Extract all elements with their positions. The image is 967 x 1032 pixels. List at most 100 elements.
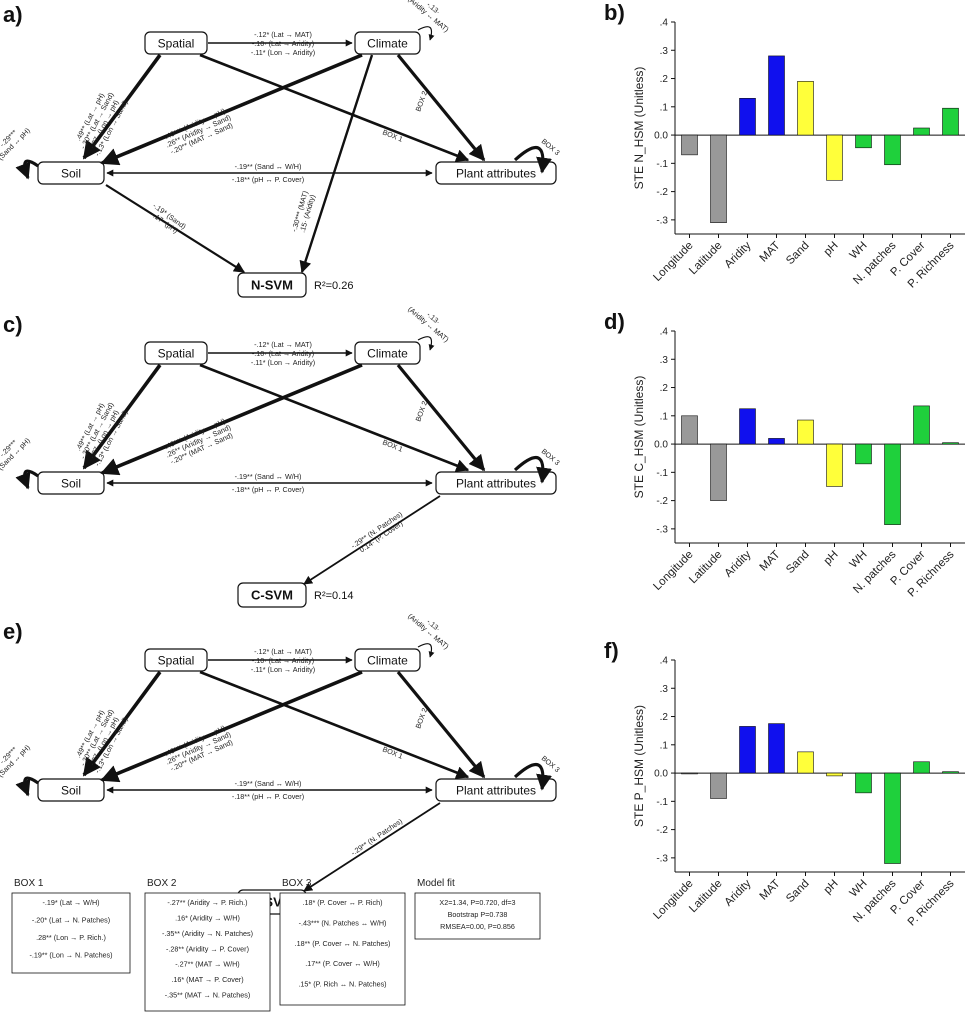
node-climate-frame [354, 341, 421, 365]
bar [768, 55, 785, 136]
label-climate-self: -.13·(Aridity ↔ MAT) [406, 305, 451, 344]
arrow-climate-svm [299, 54, 374, 274]
label-soil-plant-line: -.18** (pH ↔ P. Cover) [232, 485, 304, 494]
x-tick-label: Aridity [723, 548, 754, 579]
legend-boxes: BOX 1 -.19* (Lat → W/H) -.20* (Lat → N. Pa… [11, 878, 541, 1012]
bar [942, 771, 959, 774]
node-climate: Climate [354, 31, 421, 55]
label-soil-plant-line: -.18** (pH ↔ P. Cover) [232, 792, 304, 801]
legend-box-frame [414, 892, 541, 940]
node-spatial: Spatial [144, 31, 208, 55]
bar [884, 134, 901, 166]
node-spatial: Spatial [144, 341, 208, 365]
node-soil-label: Soil [61, 167, 81, 181]
bar [942, 107, 959, 136]
legend-box-line: -.43*** (N. Patches ↔ W/H) [299, 918, 387, 927]
label-soil-plant: -.19** (Sand ↔ W/H) -.18** (pH ↔ P. Cover… [232, 779, 304, 801]
legend-box-line: .18* (P. Cover ↔ P. Rich) [302, 898, 382, 907]
label-spatial-climate-line: -.11* (Lon → Aridity) [251, 48, 315, 57]
label-climate-soil: .40*** (Aridity → pH).26** (Aridity → Sa… [163, 723, 234, 773]
legend-box-line: .15* (P. Rich ↔ N. Patches) [298, 980, 386, 989]
bar [797, 751, 814, 774]
legend-box-line: .28** (Lon → P. Rich.) [36, 933, 106, 942]
node-spatial-label: Spatial [158, 347, 195, 361]
label-spatial-soil: .49** (Lat → pH)-.30** (Lat → Sand)-.07·… [73, 401, 129, 468]
x-tick-label: pH [822, 549, 841, 568]
arrow-climate-plant [396, 363, 486, 472]
bar [855, 772, 872, 794]
x-tick-label: WH [848, 878, 870, 900]
arrow-spatial-soil [82, 363, 162, 470]
y-tick-label: .3 [660, 355, 669, 366]
legend-box-title: Model fit [417, 878, 455, 889]
bar [884, 772, 901, 864]
label-spatial-climate-line: -.12* (Lat → MAT) [254, 30, 312, 39]
x-tick-label: Latitude [687, 549, 724, 586]
legend-box-line: -.27** (Aridity → P. Rich.) [167, 898, 247, 907]
arrow-spatial-plant [199, 363, 470, 472]
y-tick-label: .3 [660, 684, 669, 695]
legend-box-line: .16* (MAT → P. Cover) [171, 975, 243, 984]
loop-climate [417, 336, 435, 351]
label-box1: BOX 1 [381, 128, 404, 144]
panel-letter: a) [3, 2, 23, 27]
legend-box-line: -.35** (MAT → N. Patches) [165, 991, 251, 1000]
x-tick-label: MAT [758, 549, 783, 574]
label-soil-plant-line: -.19** (Sand ↔ W/H) [235, 162, 302, 171]
node-svm: N-SVM [237, 272, 307, 298]
r2-value: R²=0.26 [314, 280, 353, 292]
legend-box-line: -.20* (Lat → N. Patches) [32, 916, 110, 925]
legend-box-line: -.19** (Lon → N. Patches) [29, 951, 112, 960]
node-climate-label: Climate [367, 654, 408, 668]
y-tick-label: -.2 [656, 187, 668, 198]
legend-box-line: -.28** (Aridity → P. Cover) [166, 944, 249, 953]
node-soil-frame [37, 471, 105, 495]
bar [710, 134, 727, 223]
node-soil: Soil [37, 161, 105, 185]
arrow-climate-soil [100, 363, 363, 476]
bar [826, 772, 843, 777]
bar [855, 134, 872, 149]
label-soil-plant: -.19** (Sand ↔ W/H) -.18** (pH ↔ P. Cover… [232, 472, 304, 494]
node-spatial-frame [144, 341, 208, 365]
node-spatial-frame [144, 31, 208, 55]
bar [913, 761, 930, 774]
label-climate-soil: .40*** (Aridity → pH).26** (Aridity → Sa… [163, 106, 234, 156]
label-box2: BOX 2 [413, 400, 429, 423]
y-tick-label: -.3 [656, 853, 668, 864]
bar [739, 726, 756, 774]
label-box2: BOX 2 [413, 90, 429, 113]
y-axis-label: STE N_HSM (Unitless) [632, 67, 646, 190]
label-spatial-climate: -.12* (Lat → MAT)-.10· (Lat → Aridity)-.… [251, 30, 315, 57]
chart-panel-letter: d) [604, 309, 625, 334]
node-climate-frame [354, 31, 421, 55]
legend-box: BOX 3 .18* (P. Cover ↔ P. Rich) -.43*** (N… [279, 878, 406, 1006]
label-spatial-climate: -.12* (Lat → MAT)-.10· (Lat → Aridity)-.… [251, 647, 315, 674]
legend-box: BOX 1 -.19* (Lat → W/H) -.20* (Lat → N. Pa… [11, 878, 131, 974]
y-tick-label: 0.0 [654, 769, 668, 780]
bar [797, 419, 814, 445]
x-tick-label: WH [848, 549, 870, 571]
label-spatial-climate-line: -.12* (Lat → MAT) [254, 340, 312, 349]
node-plant-frame [435, 778, 557, 802]
x-tick-label: MAT [758, 240, 783, 265]
loop-soil [15, 469, 39, 490]
chart-panel-letter: b) [604, 0, 625, 25]
bar [768, 723, 785, 774]
y-tick-label: .2 [660, 383, 669, 394]
node-climate-frame [354, 648, 421, 672]
arrow-spatial-plant [199, 670, 470, 779]
arrow-plant-svm [303, 802, 441, 892]
y-tick-label: .2 [660, 712, 669, 723]
x-tick-label: pH [822, 240, 841, 259]
node-plant-frame [435, 161, 557, 185]
y-axis-label: STE P_HSM (Unitless) [632, 705, 646, 827]
bar [884, 443, 901, 525]
node-soil: Soil [37, 778, 105, 802]
y-tick-label: .4 [660, 656, 669, 667]
bar-chart: d) .4 .3 .2 .1 0.0 -.1 -.2 -.3 STE C_HSM (Unitles… [604, 309, 965, 599]
label-spatial-climate: -.12* (Lat → MAT)-.10· (Lat → Aridity)-.… [251, 340, 315, 367]
label-box1: BOX 1 [381, 745, 404, 761]
